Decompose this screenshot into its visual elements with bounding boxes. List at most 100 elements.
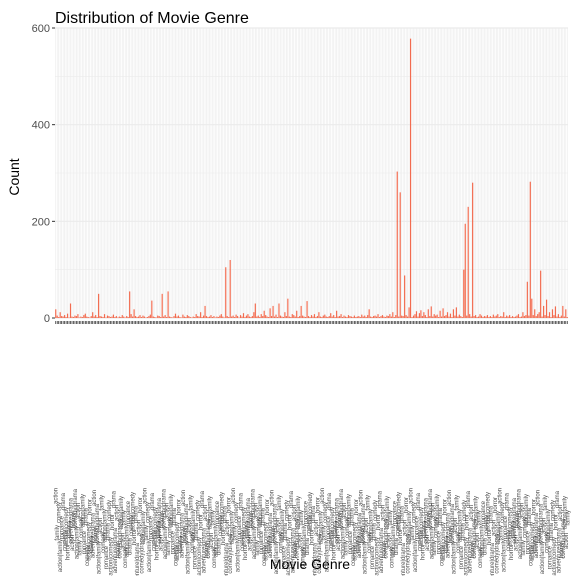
- x-category-label: action: [475, 533, 481, 549]
- x-category-label: action|family: [546, 509, 552, 542]
- bar: [170, 317, 172, 318]
- bar: [132, 316, 134, 318]
- x-category-label: adventure|drama: [268, 512, 274, 558]
- x-category-label: comedy: [168, 517, 174, 538]
- x-category-label: action|family: [562, 496, 568, 529]
- bar: [127, 317, 129, 318]
- x-category-label: action: [425, 535, 431, 551]
- bar: [353, 315, 355, 318]
- bar: [543, 305, 545, 318]
- x-category-label: drama: [89, 535, 95, 553]
- x-category-label: action|comedy: [485, 492, 491, 531]
- x-category-label: comedy: [57, 502, 63, 523]
- bar: [503, 312, 505, 318]
- y-tick-label: 200: [32, 216, 50, 228]
- bar: [423, 312, 425, 318]
- x-category-label: adventure|drama: [91, 512, 97, 558]
- bar: [129, 291, 131, 318]
- bar: [56, 315, 58, 318]
- x-category-label: action: [209, 533, 215, 549]
- x-category-label: action|family: [496, 511, 502, 544]
- bar: [504, 317, 506, 318]
- x-category-label: action|comedy: [131, 492, 137, 531]
- bar: [241, 316, 243, 318]
- x-category-label: action: [542, 518, 548, 534]
- bar: [480, 315, 483, 318]
- bar: [216, 316, 218, 318]
- bar: [294, 316, 296, 318]
- bar: [482, 317, 484, 318]
- x-category-label: drama: [311, 505, 317, 523]
- bar: [167, 291, 169, 318]
- bar: [137, 316, 140, 318]
- bar: [226, 316, 228, 318]
- x-category-label: action: [558, 505, 564, 521]
- x-category-label: comedy: [234, 502, 240, 523]
- bar: [319, 316, 321, 318]
- bar: [276, 317, 279, 318]
- x-category-label: adventure|drama: [179, 512, 185, 558]
- x-category-label: drama: [378, 490, 384, 508]
- x-category-label: family: [277, 495, 283, 511]
- x-category-label: comedy: [123, 547, 129, 568]
- x-category-label: adventure|drama: [446, 512, 452, 558]
- bar: [426, 317, 428, 318]
- x-category-label: comedy: [389, 547, 395, 568]
- bar: [445, 315, 447, 318]
- bar: [449, 313, 452, 318]
- bar: [483, 316, 486, 318]
- x-category-label: adventure|drama: [312, 542, 318, 576]
- x-category-label: comedy: [500, 502, 506, 523]
- bar: [55, 309, 57, 318]
- bar: [510, 317, 512, 318]
- bar: [217, 317, 219, 318]
- x-category-label: comedy: [367, 532, 373, 553]
- x-category-label: horror: [487, 529, 493, 545]
- x-category-label: comedy: [151, 530, 157, 551]
- x-category-label: action: [92, 490, 98, 506]
- x-category-label: action|family: [451, 541, 457, 574]
- bar: [562, 305, 564, 318]
- x-category-label: action|family: [346, 494, 352, 527]
- x-category-label: drama: [128, 537, 134, 555]
- bar: [72, 317, 75, 318]
- bar: [381, 315, 384, 318]
- x-category-label: family: [565, 510, 571, 526]
- x-category-label: action: [536, 490, 542, 506]
- bar: [130, 314, 132, 318]
- bar: [420, 310, 422, 318]
- x-category-label: action|family: [74, 526, 80, 559]
- x-category-label: comedy: [173, 545, 179, 566]
- x-category-label: drama: [444, 535, 450, 553]
- bar: [111, 316, 113, 318]
- bar: [393, 317, 395, 318]
- bar: [451, 317, 453, 318]
- bar: [315, 317, 317, 318]
- bar: [269, 308, 271, 318]
- bar: [396, 171, 398, 318]
- bar: [263, 310, 265, 318]
- bar: [384, 317, 387, 318]
- bar: [256, 316, 258, 318]
- bar: [475, 315, 477, 318]
- x-category-label: family: [543, 495, 549, 511]
- x-category-label: horror: [404, 497, 410, 513]
- bar: [435, 315, 437, 318]
- x-category-label: adventure|drama: [224, 542, 230, 576]
- x-category-label: action|family: [385, 496, 391, 529]
- x-category-label: comedy: [417, 530, 423, 551]
- bar: [100, 316, 103, 318]
- x-category-label: romance: [148, 515, 154, 539]
- x-category-label: action|comedy: [530, 522, 536, 561]
- bar: [152, 316, 154, 318]
- x-category-label: action|comedy: [64, 507, 70, 546]
- x-category-label: comedy: [196, 500, 202, 521]
- x-category-label: action|family: [363, 541, 369, 574]
- bar: [325, 316, 327, 318]
- x-category-label: action: [497, 488, 503, 504]
- bar: [355, 317, 357, 318]
- bar: [62, 316, 64, 318]
- bar: [123, 316, 125, 318]
- x-category-label: romance: [459, 545, 465, 569]
- bar: [432, 316, 434, 318]
